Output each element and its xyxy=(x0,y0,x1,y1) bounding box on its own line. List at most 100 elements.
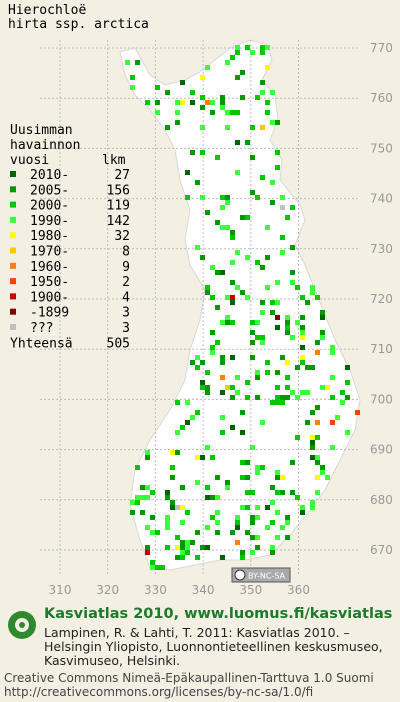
legend-count: 2 xyxy=(122,275,130,290)
observation-square xyxy=(215,530,220,535)
northing-label: 740 xyxy=(370,192,393,206)
observation-square xyxy=(185,420,190,425)
observation-square xyxy=(315,435,320,440)
observation-square xyxy=(215,475,220,480)
legend-count: 8 xyxy=(122,245,130,260)
observation-square xyxy=(135,495,140,500)
observation-square xyxy=(270,500,275,505)
observation-square xyxy=(190,90,195,95)
observation-square xyxy=(245,295,250,300)
observation-square xyxy=(180,485,185,490)
legend-count: 3 xyxy=(122,306,130,321)
observation-square xyxy=(220,320,225,325)
legend-swatch xyxy=(10,216,16,223)
observation-square xyxy=(140,510,145,515)
observation-square xyxy=(290,390,295,395)
observation-square xyxy=(320,465,325,470)
observation-square xyxy=(315,455,320,460)
observation-square xyxy=(315,420,320,425)
observation-square xyxy=(250,155,255,160)
observation-square xyxy=(205,210,210,215)
observation-square xyxy=(265,110,270,115)
observation-square xyxy=(330,445,335,450)
observation-square xyxy=(270,200,275,205)
observation-square xyxy=(285,535,290,540)
observation-square xyxy=(295,320,300,325)
observation-square xyxy=(250,340,255,345)
observation-square xyxy=(275,280,280,285)
observation-square xyxy=(300,335,305,340)
observation-square xyxy=(240,290,245,295)
observation-square xyxy=(275,510,280,515)
cc-badge: BY-NC-SA xyxy=(231,567,291,583)
observation-square xyxy=(145,100,150,105)
observation-square xyxy=(260,45,265,50)
observation-square xyxy=(195,365,200,370)
observation-square xyxy=(255,505,260,510)
observation-square xyxy=(220,95,225,100)
observation-square xyxy=(220,225,225,230)
observation-square xyxy=(135,465,140,470)
observation-square xyxy=(240,555,245,560)
observation-square xyxy=(285,325,290,330)
observation-square xyxy=(275,120,280,125)
observation-square xyxy=(200,150,205,155)
observation-square xyxy=(250,550,255,555)
observation-square xyxy=(260,335,265,340)
observation-square xyxy=(235,285,240,290)
observation-square xyxy=(340,400,345,405)
observation-square xyxy=(180,100,185,105)
legend-swatch xyxy=(10,201,16,208)
observation-square xyxy=(180,520,185,525)
observation-square xyxy=(275,315,280,320)
observation-square xyxy=(185,400,190,405)
observation-square xyxy=(220,355,225,360)
title: Hierochloë xyxy=(8,3,86,18)
observation-square xyxy=(240,95,245,100)
legend-label: 2010- xyxy=(30,168,69,183)
observation-square xyxy=(315,350,320,355)
legend-label: 2005- xyxy=(30,183,69,198)
observation-square xyxy=(230,280,235,285)
observation-square xyxy=(250,320,255,325)
observation-square xyxy=(275,475,280,480)
observation-square xyxy=(210,455,215,460)
observation-square xyxy=(150,515,155,520)
observation-square xyxy=(275,470,280,475)
observation-square xyxy=(245,140,250,145)
observation-square xyxy=(175,430,180,435)
observation-square xyxy=(310,435,315,440)
observation-square xyxy=(205,525,210,530)
observation-square xyxy=(255,320,260,325)
observation-square xyxy=(235,390,240,395)
observation-square xyxy=(140,485,145,490)
observation-square xyxy=(235,50,240,55)
observation-square xyxy=(170,465,175,470)
observation-square xyxy=(155,85,160,90)
observation-square xyxy=(290,490,295,495)
observation-square xyxy=(185,545,190,550)
observation-square xyxy=(260,125,265,130)
observation-square xyxy=(255,335,260,340)
observation-square xyxy=(180,80,185,85)
northing-label: 700 xyxy=(370,392,393,406)
observation-square xyxy=(205,370,210,375)
observation-square xyxy=(200,75,205,80)
observation-square xyxy=(165,515,170,520)
observation-square xyxy=(210,100,215,105)
observation-square xyxy=(285,330,290,335)
observation-square xyxy=(195,530,200,535)
observation-square xyxy=(230,260,235,265)
legend-count: 4 xyxy=(122,290,130,305)
title: hirta ssp. arctica xyxy=(8,17,149,32)
observation-square xyxy=(220,195,225,200)
observation-square xyxy=(270,520,275,525)
observation-square xyxy=(315,490,320,495)
legend-count: 142 xyxy=(107,214,130,229)
observation-square xyxy=(245,460,250,465)
legend-swatch xyxy=(10,247,16,254)
observation-square xyxy=(235,170,240,175)
legend-label: 1900- xyxy=(30,290,69,305)
observation-square xyxy=(300,345,305,350)
observation-square xyxy=(260,465,265,470)
